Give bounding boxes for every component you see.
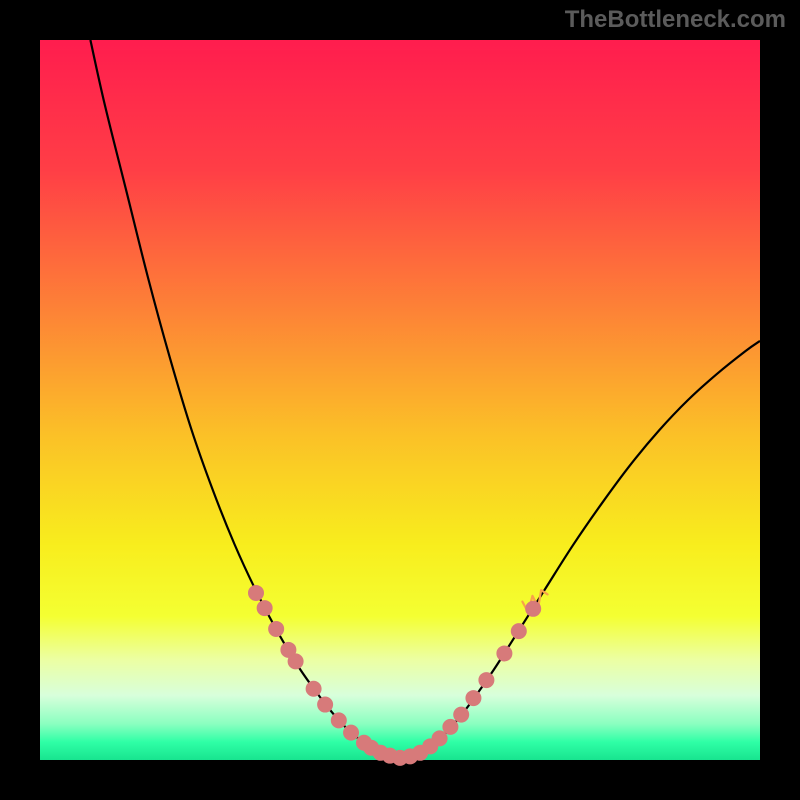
data-marker [257,601,272,616]
watermark-text: TheBottleneck.com [565,6,786,34]
data-marker [526,601,541,616]
data-marker [432,731,447,746]
data-marker [497,646,512,661]
data-marker [306,681,321,696]
data-marker [454,707,469,722]
plot-area [40,40,760,760]
data-marker [288,654,303,669]
markers-group [249,585,541,765]
data-marker [511,624,526,639]
chart-stage: TheBottleneck.com [0,0,800,800]
data-marker [269,621,284,636]
curve-right [400,341,760,758]
data-marker [479,673,494,688]
chart-svg [40,40,760,760]
data-marker [331,713,346,728]
data-marker [466,691,481,706]
data-marker [318,697,333,712]
curve-left [90,40,400,758]
data-marker [344,725,359,740]
data-marker [443,719,458,734]
data-marker [249,585,264,600]
